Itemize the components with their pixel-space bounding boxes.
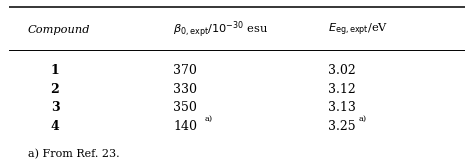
Text: $\beta_{0,\mathrm{expt}}$$/10^{-30}$ esu: $\beta_{0,\mathrm{expt}}$$/10^{-30}$ esu [173, 19, 268, 40]
Text: 370: 370 [173, 64, 197, 77]
Text: 3: 3 [51, 101, 59, 114]
Text: 4: 4 [51, 120, 59, 132]
Text: a): a) [359, 115, 367, 123]
Text: 3.13: 3.13 [328, 101, 356, 114]
Text: a): a) [204, 115, 212, 123]
Text: a) From Ref. 23.: a) From Ref. 23. [27, 149, 119, 159]
Text: 3.25: 3.25 [328, 120, 356, 132]
Text: Compound: Compound [27, 25, 90, 35]
Text: 3.02: 3.02 [328, 64, 356, 77]
Text: $E_{\mathrm{eg,expt}}$/eV: $E_{\mathrm{eg,expt}}$/eV [328, 21, 388, 38]
Text: 1: 1 [51, 64, 59, 77]
Text: 140: 140 [173, 120, 197, 132]
Text: 330: 330 [173, 83, 197, 96]
Text: 2: 2 [51, 83, 59, 96]
Text: 350: 350 [173, 101, 197, 114]
Text: 3.12: 3.12 [328, 83, 356, 96]
